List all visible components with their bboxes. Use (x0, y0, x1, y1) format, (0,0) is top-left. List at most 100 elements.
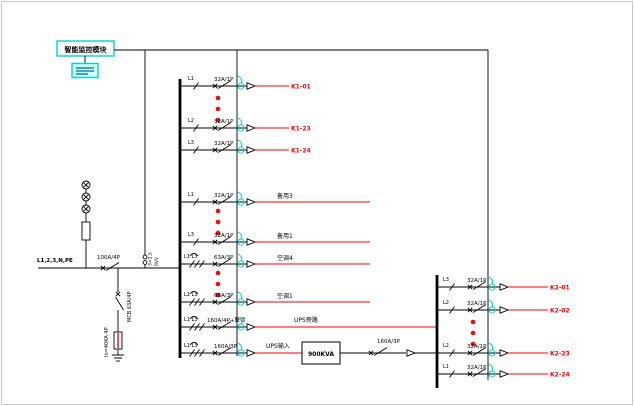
breaker-rating: 32A/1P (467, 301, 487, 307)
phase-label: L1 L3 (184, 343, 198, 349)
left-branch-ac1: L1 L3 63A/3P 空调1 (180, 291, 370, 306)
ups-output-arrow-icon (406, 349, 416, 357)
phase-label: L1 L3 (184, 317, 198, 323)
feeder-label: K1-24 (291, 148, 311, 155)
feeder-arrow-icon (246, 82, 256, 90)
main-isolator-icon (100, 262, 120, 271)
breaker-rating: 63A/3P (214, 255, 234, 261)
ct-clamp-icon (236, 191, 245, 206)
feeder-arrow-icon (499, 349, 509, 357)
voltage-tap: 3×1.5 RVV (142, 252, 160, 268)
feeder-label: UPS输入 (266, 342, 290, 350)
indicator-lamp-icon (81, 180, 91, 190)
feeder-arrow-icon (246, 146, 256, 154)
left-branch-k1-23: L2 32A/1P K1-23 (180, 117, 311, 133)
left-branch-spare3: L1 32A/1P 备用3 (180, 191, 370, 206)
ct-clamp-icon (236, 342, 245, 357)
main-isolator-rating: 100A/4P (97, 255, 121, 261)
spd-branch: MCB 63A/4P In=40KA 4P (104, 268, 133, 362)
feeder-label: K1-01 (291, 84, 311, 91)
indicator-lamp-column (81, 180, 91, 268)
fuse-icon (81, 221, 91, 241)
ct-clamp-icon (236, 253, 245, 268)
ct-clamp-icon (236, 117, 245, 132)
feeder-label: K1-23 (291, 126, 311, 133)
ct-clamp-icon (236, 291, 245, 306)
ups-capacity-label: 900KVA (308, 351, 334, 358)
feeder-label: 备用3 (277, 192, 293, 200)
ct-clamp-icon (236, 139, 245, 154)
phase-label: L2 (188, 118, 194, 124)
left-branch-ac4: L1 L3 63A/3P 空调4 (180, 253, 370, 268)
phase-tie-arc (189, 253, 199, 257)
phase-tie-arc (189, 291, 199, 295)
feeder-label: K2-23 (550, 351, 570, 358)
phase-label: L1 L3 (184, 254, 198, 260)
phase-label: L3 (188, 140, 194, 146)
spd-rating-label: In=40KA 4P (104, 327, 110, 357)
indicator-lamp-icon (81, 192, 91, 202)
phase-label: L3 (188, 232, 194, 238)
feeder-label: K2-02 (550, 308, 570, 315)
left-branch-ups-bypass: L1 L3 160A/4P+联锁 UPS旁路 (180, 316, 437, 331)
ct-clamp-icon (236, 75, 245, 90)
ct-clamp-icon (487, 342, 496, 357)
left-branch-k1-01: L1 32A/1P K1-01 (180, 75, 311, 91)
feeder-arrow-icon (246, 298, 256, 306)
breaker-rating: 63A/3P (214, 293, 234, 299)
phase-label: L1 (443, 364, 449, 370)
breaker-rating: 32A/1P (467, 365, 487, 371)
breaker-rating: 32A/1P (467, 344, 487, 350)
phase-label: L2 (443, 343, 449, 349)
feeder-arrow-icon (499, 283, 509, 291)
spd-breaker-icon (115, 291, 124, 311)
feeder-arrow-icon (246, 198, 256, 206)
incoming-phases-label: L1,2,3,N,PE (37, 258, 73, 264)
right-branch-k2-01: L3 32A/1P K2-01 (437, 276, 570, 292)
more-circuits-dots (470, 319, 476, 347)
more-circuits-dots (215, 208, 221, 236)
feeder-label: 空调1 (277, 292, 293, 300)
phase-label: L3 (443, 277, 449, 283)
monitor-submodule-icon (71, 62, 99, 79)
feeder-arrow-icon (499, 370, 509, 378)
breaker-rating: 32A/1P (214, 77, 234, 83)
feeder-label: 空调4 (277, 254, 293, 262)
phase-label: L1 L3 (184, 292, 198, 298)
ct-clamp-icon (487, 276, 496, 291)
ups-unit: 900KVA 160A/3P (301, 339, 437, 365)
breaker-rating: 160A/3P (214, 344, 238, 350)
feeder-arrow-icon (246, 260, 256, 268)
monitoring-module-title: 智能监控模块 (65, 45, 108, 54)
incoming-supply: L1,2,3,N,PE 100A/4P 3×1.5 RVV MCB 63A/4P (37, 180, 180, 362)
ups-output-breaker-icon (368, 347, 388, 356)
feeder-label: 备用1 (277, 232, 293, 240)
feeder-arrow-icon (246, 323, 256, 331)
feeder-label: UPS旁路 (294, 316, 318, 324)
ct-clamp-icon (487, 299, 496, 314)
ups-output-breaker-rating: 160A/3P (377, 339, 401, 345)
feeder-arrow-icon (246, 238, 256, 246)
ground-icon (111, 354, 125, 362)
monitor-sense-wires (114, 49, 489, 380)
left-branch-ups-input: L1 L3 160A/3P UPS输入 (180, 342, 302, 357)
right-branch-k2-23: L2 32A/1P K2-23 (437, 342, 570, 358)
phase-tie-arc (189, 316, 199, 320)
tap-cable-note-b: 3×1.5 (148, 252, 154, 266)
breaker-rating: 32A/1P (467, 278, 487, 284)
breaker-rating: 160A/4P+联锁 (207, 316, 246, 324)
spd-breaker-label: MCB 63A/4P (127, 292, 133, 323)
feeder-arrow-icon (246, 124, 256, 132)
monitoring-module-box (56, 40, 115, 57)
breaker-rating: 32A/1P (214, 233, 234, 239)
left-branch-spare1: L3 32A/1P 备用1 (180, 231, 370, 246)
monitoring-module: 智能监控模块 (56, 40, 115, 79)
breaker-rating: 32A/1P (214, 119, 234, 125)
phase-label: L2 (443, 300, 449, 306)
tap-cable-note-a: RVV (154, 256, 160, 266)
breaker-rating: 32A/1P (214, 193, 234, 199)
ct-clamp-icon (487, 363, 496, 378)
indicator-lamp-icon (81, 204, 91, 214)
